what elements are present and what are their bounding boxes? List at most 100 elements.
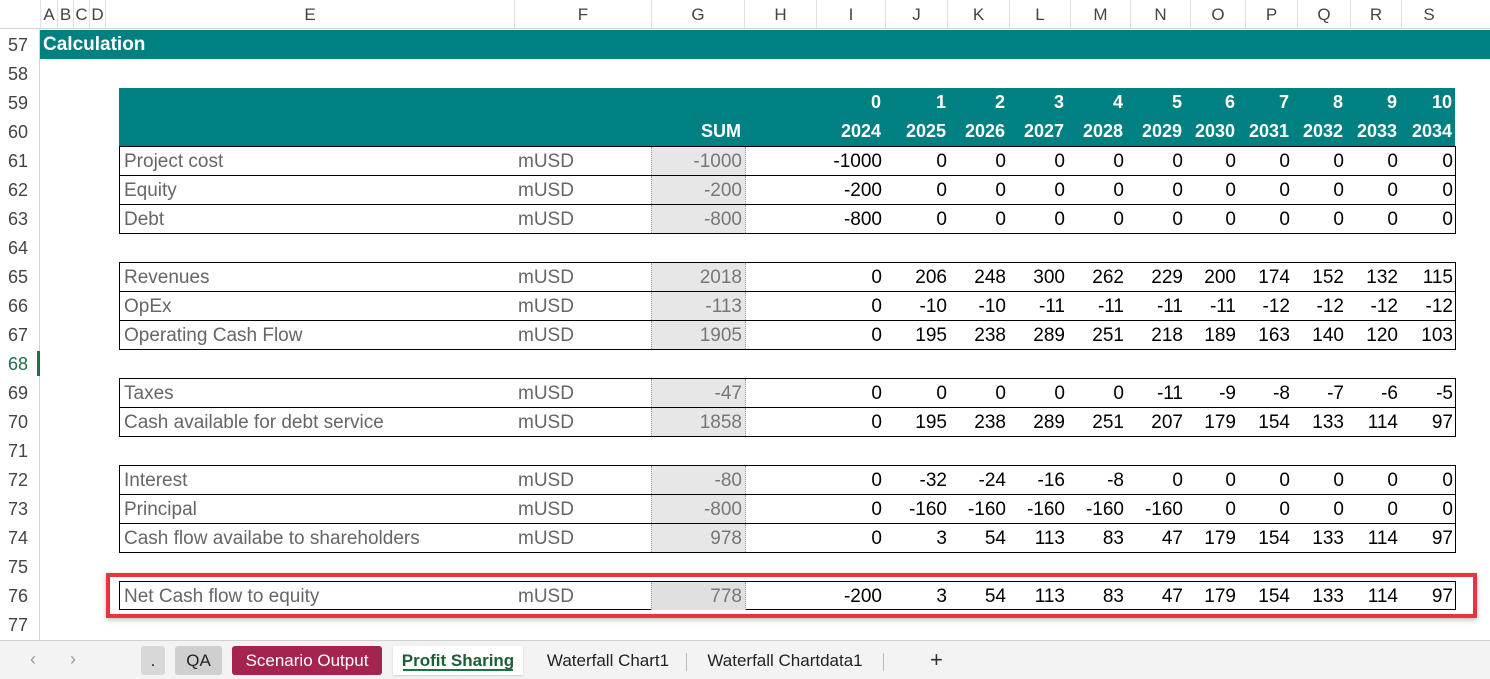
table-row[interactable]: Cash available for debt service mUSD 1858 0… <box>120 408 1455 437</box>
column-header-m[interactable]: M <box>1070 0 1130 29</box>
year-header[interactable]: 2032 <box>1302 121 1343 141</box>
row-header-74[interactable]: 74 <box>8 528 29 548</box>
table-row[interactable]: Interest mUSD -80 0 -32 -24 -16 -8 0 0 0 0 0 0 <box>120 466 1455 495</box>
row-header-58[interactable]: 58 <box>8 64 29 84</box>
row-header-60[interactable]: 60 <box>8 122 29 142</box>
table-row[interactable]: Revenues mUSD 2018 0 206 248 300 262 229 200 174 15… <box>120 263 1455 292</box>
column-header-e[interactable]: E <box>105 0 514 29</box>
row-header-75[interactable]: 75 <box>8 557 29 577</box>
year-header[interactable]: 2024 <box>840 121 881 141</box>
row-value: 0 <box>1333 499 1344 520</box>
table-row[interactable]: Debt mUSD -800 -800 0 0 0 0 0 0 0 0 0 0 <box>120 205 1455 234</box>
period-header[interactable]: 3 <box>1053 92 1064 112</box>
row-value: -160 <box>967 499 1006 520</box>
row-value: 207 <box>1151 412 1183 433</box>
prev-sheet-icon[interactable]: ‹ <box>30 649 36 669</box>
row-header-61[interactable]: 61 <box>8 151 29 171</box>
row-header-77[interactable]: 77 <box>8 615 29 635</box>
period-header[interactable]: 6 <box>1224 92 1235 112</box>
period-header[interactable]: 2 <box>994 92 1005 112</box>
column-header-q[interactable]: Q <box>1297 0 1350 29</box>
column-header-o[interactable]: O <box>1190 0 1245 29</box>
column-header-p[interactable]: P <box>1245 0 1297 29</box>
column-header-k[interactable]: K <box>947 0 1009 29</box>
section-banner[interactable]: Calculation <box>40 30 1490 59</box>
period-header[interactable]: 0 <box>870 92 881 112</box>
column-header-g[interactable]: G <box>651 0 744 29</box>
row-value: 0 <box>1113 180 1124 201</box>
row-header-59[interactable]: 59 <box>8 93 29 113</box>
row-header-73[interactable]: 73 <box>8 499 29 519</box>
year-header[interactable]: 2031 <box>1248 121 1289 141</box>
row-unit: mUSD <box>518 412 574 433</box>
period-header[interactable]: 1 <box>935 92 946 112</box>
tab-waterfall-chartdata1[interactable]: Waterfall Chartdata1 <box>707 651 863 670</box>
row-header-70[interactable]: 70 <box>8 412 29 432</box>
column-header-h[interactable]: H <box>744 0 816 29</box>
row-header-63[interactable]: 63 <box>8 209 29 229</box>
row-header-72[interactable]: 72 <box>8 470 29 490</box>
table-row[interactable]: Principal mUSD -800 0 -160 -160 -160 -160 -160 0 0… <box>120 495 1455 524</box>
column-header-r[interactable]: R <box>1350 0 1401 29</box>
row-header-69[interactable]: 69 <box>8 383 29 403</box>
year-header[interactable]: 2034 <box>1411 121 1452 141</box>
tab-waterfall-chart1[interactable]: Waterfall Chart1 <box>546 651 670 670</box>
row-header-71[interactable]: 71 <box>8 441 29 461</box>
row-header-76[interactable]: 76 <box>8 586 29 606</box>
column-header-f[interactable]: F <box>514 0 651 29</box>
year-header[interactable]: 2033 <box>1356 121 1397 141</box>
tab-qa[interactable]: QA <box>175 646 222 675</box>
table-row[interactable]: Taxes mUSD -47 0 0 0 0 0 -11 -9 -8 -7 -6 -5 <box>120 379 1455 408</box>
period-header[interactable]: 8 <box>1332 92 1343 112</box>
year-header[interactable]: 2029 <box>1141 121 1182 141</box>
column-header-d[interactable]: D <box>89 0 105 29</box>
tab-dot[interactable]: . <box>141 646 165 675</box>
year-header[interactable]: 2026 <box>964 121 1005 141</box>
row-header-57[interactable]: 57 <box>8 35 29 55</box>
add-sheet-icon[interactable]: + <box>930 647 943 672</box>
tab-profit-sharing[interactable]: Profit Sharing <box>393 646 523 675</box>
row-value: 114 <box>1367 586 1398 607</box>
column-header-c[interactable]: C <box>73 0 89 29</box>
sum-header[interactable]: SUM <box>701 121 741 141</box>
year-header[interactable]: 2030 <box>1194 121 1235 141</box>
row-header-66[interactable]: 66 <box>8 296 29 316</box>
column-header-n[interactable]: N <box>1130 0 1190 29</box>
row-sum: -113 <box>651 292 746 320</box>
net-cash-flow-row[interactable]: Net Cash flow to equity mUSD 778 -200 3 54… <box>119 581 1456 610</box>
row-value: 0 <box>871 528 882 549</box>
table-row[interactable]: Operating Cash Flow mUSD 1905 0 195 238 289 251… <box>120 321 1455 350</box>
row-header-62[interactable]: 62 <box>8 180 29 200</box>
year-header[interactable]: 2025 <box>905 121 946 141</box>
period-header[interactable]: 4 <box>1112 92 1123 112</box>
column-header-a[interactable]: A <box>40 0 57 29</box>
next-sheet-icon[interactable]: › <box>70 649 76 669</box>
row-header-65[interactable]: 65 <box>8 267 29 287</box>
tab-scenario-output[interactable]: Scenario Output <box>232 646 382 675</box>
row-value: 0 <box>871 470 882 491</box>
row-value: -12 <box>1370 296 1398 317</box>
table-row[interactable]: Project cost mUSD -1000 -1000 0 0 0 0 0 0 0 0 0 0 <box>120 147 1455 176</box>
period-header[interactable]: 9 <box>1386 92 1397 112</box>
row-value: 140 <box>1312 325 1344 346</box>
row-value: 0 <box>1279 209 1290 230</box>
table-row[interactable]: OpEx mUSD -113 0 -10 -10 -11 -11 -11 -11 -12 -12 -12… <box>120 292 1455 321</box>
row-header-68[interactable]: 68 <box>8 354 29 374</box>
row-header-64[interactable]: 64 <box>8 238 29 258</box>
column-header-j[interactable]: J <box>885 0 947 29</box>
column-header-b[interactable]: B <box>57 0 73 29</box>
row-value: 0 <box>995 151 1006 172</box>
row-value: 83 <box>1102 586 1124 607</box>
period-header[interactable]: 5 <box>1171 92 1182 112</box>
year-header[interactable]: 2027 <box>1023 121 1064 141</box>
column-header-s[interactable]: S <box>1401 0 1456 29</box>
row-value: -800 <box>843 209 882 230</box>
table-row[interactable]: Cash flow availabe to shareholders mUSD 97… <box>120 524 1455 553</box>
row-header-67[interactable]: 67 <box>8 325 29 345</box>
period-header[interactable]: 7 <box>1278 92 1289 112</box>
column-header-i[interactable]: I <box>816 0 885 29</box>
table-row[interactable]: Equity mUSD -200 -200 0 0 0 0 0 0 0 0 0 0 <box>120 176 1455 205</box>
column-header-l[interactable]: L <box>1009 0 1070 29</box>
year-header[interactable]: 2028 <box>1082 121 1123 141</box>
period-header[interactable]: 10 <box>1431 92 1452 112</box>
